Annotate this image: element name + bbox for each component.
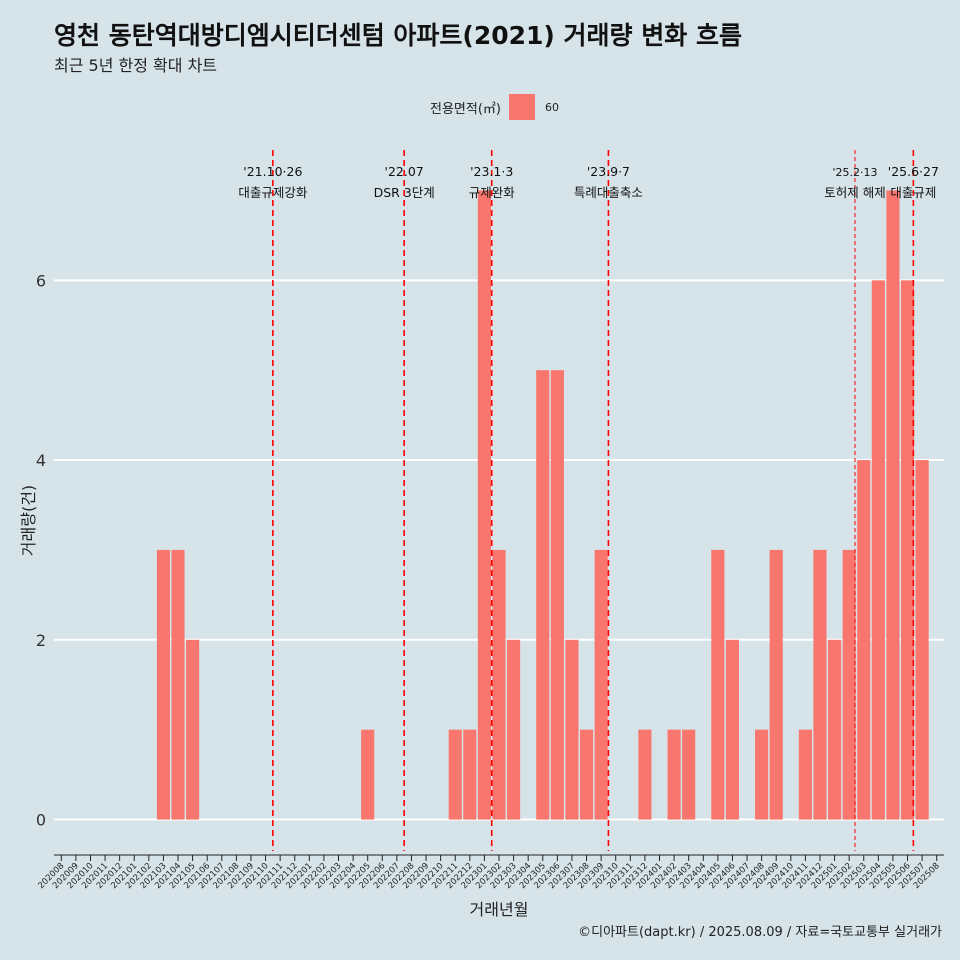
bar: [463, 729, 477, 820]
bar: [755, 729, 769, 820]
y-tick-label: 2: [36, 631, 46, 650]
x-axis-title: 거래년월: [470, 900, 529, 919]
annotation-label: 대출규제강화: [238, 185, 308, 200]
annotation-date: '22.07: [385, 164, 424, 179]
y-axis-title: 거래량(건): [19, 485, 38, 556]
bar: [186, 639, 200, 820]
annotation-label: 토허제 해제: [824, 185, 885, 200]
legend-title: 전용면적(㎡): [430, 101, 501, 117]
annotation-label: 대출규제: [890, 185, 936, 200]
y-tick-label: 0: [36, 811, 46, 830]
bar: [492, 549, 506, 820]
bar: [682, 729, 696, 820]
bar: [361, 729, 375, 820]
annotation-date: '25.6·27: [888, 164, 939, 179]
bar: [448, 729, 462, 820]
chart-title: 영천 동탄역대방디엠시티더센텀 아파트(2021) 거래량 변화 흐름: [54, 21, 742, 50]
annotation-date: '23.9·7: [587, 164, 630, 179]
bar: [711, 549, 725, 820]
y-tick-label: 6: [36, 271, 46, 290]
bar: [579, 729, 594, 820]
bar: [550, 370, 564, 820]
bar: [565, 639, 579, 820]
annotation-label: 특례대출축소: [574, 185, 643, 200]
bar: [915, 460, 929, 820]
annotation-date: '23.1·3: [470, 164, 513, 179]
bar: [477, 190, 491, 820]
bar: [156, 549, 170, 820]
bar: [857, 460, 871, 820]
legend-key: [508, 94, 535, 120]
legend-label: 60: [544, 100, 559, 114]
bar: [813, 549, 827, 820]
bar: [638, 729, 652, 820]
bar: [798, 729, 812, 820]
bar: [842, 549, 856, 820]
caption: ©디아파트(dapt.kr) / 2025.08.09 / 자료=국토교통부 실…: [578, 925, 942, 940]
bar: [900, 280, 915, 820]
annotation-label: 규제완화: [469, 185, 516, 200]
bar: [769, 549, 783, 820]
bar: [871, 280, 885, 820]
bar: [725, 639, 740, 820]
bar: [886, 190, 900, 820]
y-tick-label: 4: [36, 451, 46, 470]
bar: [507, 639, 521, 820]
legend: 전용면적(㎡) 60: [430, 94, 559, 120]
annotation-label: DSR 3단계: [374, 185, 435, 200]
chart-subtitle: 최근 5년 한정 확대 차트: [54, 56, 218, 75]
bar: [171, 549, 185, 820]
bar: [594, 549, 608, 820]
bar: [536, 370, 550, 820]
annotation-date: '25.2·13: [832, 166, 877, 179]
bar: [667, 729, 681, 820]
bar: [828, 639, 842, 820]
annotation-date: '21.10·26: [243, 164, 302, 179]
